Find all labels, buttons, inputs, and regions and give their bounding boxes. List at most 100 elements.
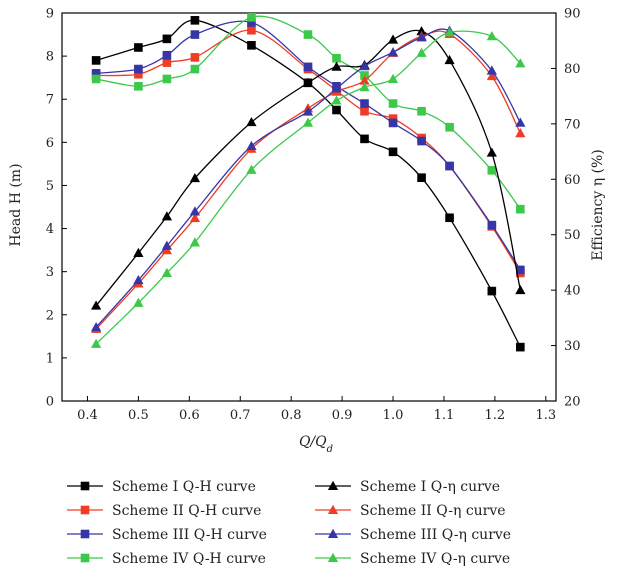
data-point	[331, 83, 342, 93]
data-point	[161, 240, 173, 250]
y-right-tick-label: 50	[564, 228, 581, 243]
y-axis-right-ticks: 20 30 40 50 60 70 80 90	[551, 7, 581, 410]
data-point	[487, 286, 497, 296]
data-point	[360, 134, 369, 144]
data-point	[515, 117, 526, 127]
data-point	[516, 204, 525, 214]
legend-label: Scheme I Q-η curve	[360, 479, 500, 495]
data-point	[302, 106, 314, 116]
data-point	[189, 237, 201, 247]
y-axis-left-title: Head H (m)	[8, 163, 24, 246]
data-point	[302, 117, 314, 127]
series-3	[91, 18, 525, 275]
legend-label: Scheme IV Q-H curve	[112, 551, 266, 567]
data-point	[162, 34, 172, 44]
legend-item: Scheme IV Q-η curve	[315, 551, 510, 567]
data-point	[516, 342, 525, 352]
data-point	[359, 60, 370, 71]
legend-label: Scheme II Q-η curve	[360, 503, 506, 519]
data-point	[246, 140, 257, 151]
x-tick-label: 0.7	[230, 408, 251, 423]
data-point	[360, 106, 369, 116]
y-left-tick-label: 7	[46, 93, 54, 108]
data-point	[91, 56, 101, 65]
data-point	[359, 82, 370, 92]
data-point	[189, 212, 201, 223]
data-point	[332, 105, 341, 115]
y-right-tick-label: 80	[564, 62, 581, 77]
data-point	[515, 128, 526, 138]
x-tick-label: 0.5	[128, 408, 149, 423]
data-point	[387, 34, 399, 44]
data-point	[189, 172, 201, 183]
y-right-tick-label: 20	[564, 395, 581, 410]
data-point	[91, 74, 101, 84]
data-point	[388, 118, 398, 128]
data-point	[486, 31, 497, 41]
series-4	[91, 13, 525, 214]
data-point	[91, 300, 102, 310]
data-point	[247, 41, 256, 50]
data-point	[515, 58, 526, 68]
x-tick-label: 1.2	[485, 408, 506, 423]
legend-item: Scheme II Q-H curve	[67, 503, 261, 519]
legend-item: Scheme I Q-η curve	[315, 479, 500, 495]
y-left-tick-label: 4	[46, 222, 54, 237]
legend-marker	[327, 552, 339, 562]
plot-frame	[61, 12, 557, 402]
data-point	[190, 64, 200, 74]
data-point	[133, 297, 144, 307]
data-point	[417, 173, 426, 182]
legend-item: Scheme IV Q-H curve	[67, 551, 266, 567]
data-point	[162, 58, 172, 67]
series-line	[95, 30, 521, 345]
data-point	[331, 95, 342, 105]
x-tick-label: 0.9	[332, 408, 353, 423]
data-point	[417, 106, 426, 116]
series-line	[95, 30, 521, 330]
data-point	[303, 30, 313, 39]
series-6	[91, 28, 526, 333]
series-layer	[91, 13, 526, 352]
data-point	[444, 27, 455, 37]
data-point	[134, 81, 143, 91]
legend-label: Scheme IV Q-η curve	[360, 551, 510, 567]
data-point	[134, 64, 143, 74]
y-left-tick-label: 5	[46, 179, 54, 194]
legend-marker	[80, 553, 90, 563]
data-point	[331, 61, 342, 71]
legend-item: Scheme I Q-H curve	[67, 479, 256, 495]
y-right-tick-label: 70	[564, 117, 581, 132]
data-point	[487, 220, 497, 230]
series-line	[96, 20, 521, 271]
data-point	[189, 206, 201, 216]
data-point	[190, 30, 200, 39]
x-axis-ticks: 0.4 0.5 0.6 0.7 0.8 0.9 1.0 1.1 1.2 1.3	[77, 396, 556, 423]
legend-item: Scheme II Q-η curve	[315, 503, 506, 519]
y-left-tick-label: 1	[46, 351, 54, 366]
data-point	[133, 247, 144, 257]
data-point	[486, 65, 497, 75]
data-point	[486, 147, 497, 157]
y-left-tick-label: 6	[46, 136, 54, 151]
legend: Scheme I Q-H curve Scheme I Q-η curve Sche…	[67, 479, 511, 567]
data-point	[445, 122, 454, 132]
data-point	[388, 147, 398, 157]
x-tick-label: 0.6	[179, 408, 200, 423]
data-point	[416, 47, 427, 57]
y-axis-right-title: Efficiency η (%)	[590, 149, 606, 261]
legend-marker	[80, 481, 90, 491]
legend-marker	[327, 480, 339, 490]
series-8	[91, 27, 526, 348]
y-right-tick-label: 30	[564, 339, 581, 354]
x-tick-label: 1.1	[434, 408, 455, 423]
data-point	[360, 99, 369, 108]
x-axis-title: Q/Qd	[299, 434, 333, 455]
legend-marker	[327, 528, 339, 538]
x-tick-label: 0.8	[281, 408, 302, 423]
data-point	[162, 50, 172, 60]
x-tick-label: 0.4	[77, 408, 98, 423]
data-point	[247, 25, 256, 35]
data-point	[247, 13, 256, 22]
